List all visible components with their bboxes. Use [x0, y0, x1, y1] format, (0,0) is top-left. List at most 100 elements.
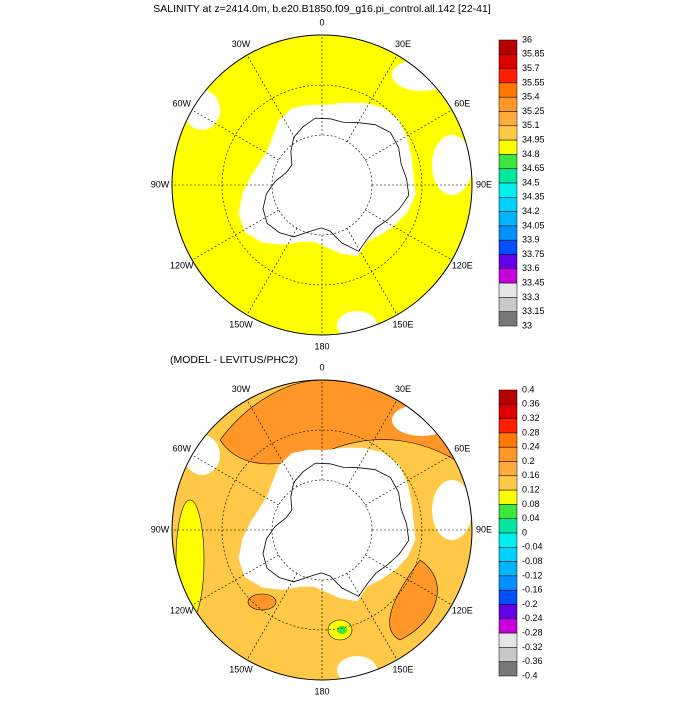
region: [337, 626, 347, 634]
lon-label: 90E: [476, 179, 492, 189]
no-data: [184, 90, 220, 130]
colorbar-label: 36: [522, 34, 532, 44]
colorbar-label: 34.05: [522, 220, 545, 230]
colorbar-box: [498, 254, 518, 270]
colorbar-label: 35.7: [522, 63, 540, 73]
lon-label: 180: [314, 686, 329, 696]
lon-label: 120W: [170, 605, 194, 615]
colorbar-box: [498, 547, 518, 562]
no-data: [392, 59, 452, 91]
colorbar-box: [498, 282, 518, 298]
colorbar-box: [498, 139, 518, 155]
colorbar-label: 0.32: [522, 413, 540, 423]
graticule: [365, 454, 453, 506]
colorbar-label: -0.16: [522, 585, 543, 595]
colorbar-box: [498, 404, 518, 419]
no-data: [392, 404, 452, 436]
colorbar-box: [498, 661, 518, 677]
graticule: [246, 228, 298, 316]
colorbar-box: [498, 532, 518, 548]
colorbar-box: [498, 168, 518, 184]
graticule: [191, 554, 279, 606]
colorbar-label: 33.15: [522, 306, 545, 316]
colorbar-label: 0: [522, 527, 527, 537]
colorbar-box: [498, 54, 518, 69]
lon-label: 150W: [229, 320, 253, 330]
colorbar-box: [498, 604, 518, 620]
lon-label: 60E: [454, 98, 470, 108]
graticule: [246, 399, 298, 487]
colorbar-label: -0.08: [522, 556, 543, 566]
map-border: [171, 34, 473, 336]
colorbar-box: [498, 225, 518, 241]
colorbar-label: 33.45: [522, 277, 545, 287]
colorbar-box: [498, 39, 518, 55]
map-fill: [172, 35, 472, 335]
lon-label: 30W: [232, 384, 251, 394]
lon-label: 30W: [232, 39, 251, 49]
lon-label: 120E: [452, 260, 473, 270]
colorbar-box: [498, 197, 518, 212]
lon-label: 0: [319, 17, 324, 27]
graticule: [365, 209, 453, 261]
colorbar-label: 0.08: [522, 499, 540, 509]
colorbar-box: [498, 268, 518, 284]
colorbar-box: [498, 239, 518, 255]
title: SALINITY at z=2414.0m, b.e20.B1850.f09_g…: [153, 3, 491, 15]
map-border: [171, 379, 473, 681]
lon-label: 0: [319, 362, 324, 372]
colorbar-box: [498, 475, 518, 491]
lon-label: 60W: [172, 98, 191, 108]
colorbar-label: 33.6: [522, 263, 540, 273]
colorbar-label: -0.12: [522, 570, 543, 580]
lon-label: 120E: [452, 605, 473, 615]
colorbar-box: [498, 489, 518, 505]
colorbar-box: [498, 618, 518, 634]
colorbar-label: 0.16: [522, 470, 540, 480]
colorbar-box: [498, 647, 518, 662]
land: [262, 462, 410, 597]
colorbar-box: [498, 589, 518, 605]
graticule: [246, 54, 298, 142]
colorbar-label: -0.32: [522, 642, 543, 652]
colorbar-label: 34.35: [522, 192, 545, 202]
lon-label: 30E: [395, 384, 411, 394]
colorbar-label: 0.12: [522, 484, 540, 494]
colorbar-label: 34.65: [522, 163, 545, 173]
no-data: [337, 656, 377, 680]
no-data: [184, 435, 220, 475]
graticule: [346, 54, 398, 142]
graticule: [346, 228, 398, 316]
colorbar-box: [498, 389, 518, 405]
colorbar-label: 35.85: [522, 49, 545, 59]
map-panel: 0 30E 60E 90E 120E 150E 180 150W 120W 90W 60W 30W 36…: [151, 17, 545, 351]
colorbar-box: [498, 504, 518, 519]
colorbar-label: 0.28: [522, 427, 540, 437]
graticule: [191, 109, 279, 161]
colorbar-label: 34.2: [522, 206, 540, 216]
colorbar-box: [498, 154, 518, 169]
colorbar-label: 0.4: [522, 384, 535, 394]
lon-label: 150E: [392, 320, 413, 330]
colorbar-box: [498, 125, 518, 141]
graticule: [365, 554, 453, 606]
lon-label: 180: [314, 341, 329, 351]
lon-label: 30E: [395, 39, 411, 49]
colorbar-label: -0.36: [522, 656, 543, 666]
colorbar-label: 34.8: [522, 149, 540, 159]
colorbar-label: 33.9: [522, 235, 540, 245]
no-data: [337, 311, 377, 335]
colorbar-box: [498, 82, 518, 98]
lon-label: 150W: [229, 665, 253, 675]
colorbar-label: 35.4: [522, 92, 540, 102]
colorbar-box: [498, 632, 518, 648]
colorbar-label: -0.04: [522, 542, 543, 552]
colorbar-label: 0.36: [522, 399, 540, 409]
colorbar-box: [498, 575, 518, 591]
lon-label: 120W: [170, 260, 194, 270]
colorbar-label: 33.3: [522, 292, 540, 302]
map-panel: 0 30E 60E 90E 120E 150E 180 150W 120W 90W 60W 30W 0.…: [151, 362, 543, 696]
colorbar-box: [498, 297, 518, 312]
colorbar-label: 35.55: [522, 77, 545, 87]
no-data: [432, 135, 472, 195]
